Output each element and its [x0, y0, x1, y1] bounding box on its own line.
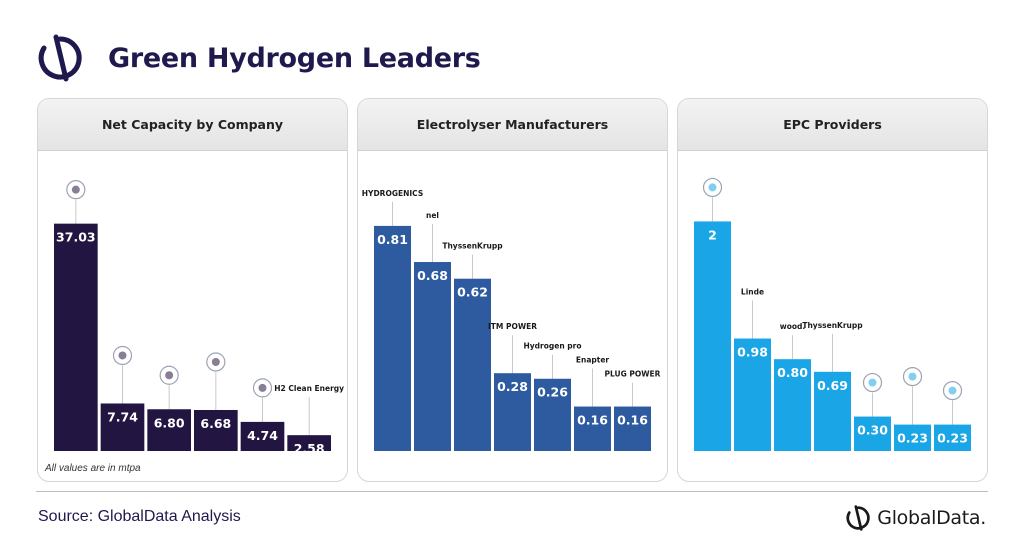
bar-nel	[414, 262, 451, 451]
value-label: 0.81	[377, 232, 408, 247]
bar-ministry-of-electricity-and-renewable-energy	[147, 409, 191, 451]
value-label: 0.30	[857, 423, 888, 438]
panel-net-capacity: Net Capacity by Company 37.03 7.74 6.80 6.6…	[37, 98, 348, 482]
brand-name: GlobalData.	[877, 507, 986, 529]
bar-enapter	[574, 406, 611, 451]
value-label: 2	[708, 227, 717, 242]
panel-electrolyser: Electrolyser Manufacturers HYDROGENICS 0.…	[357, 98, 668, 482]
category-label-hydrogen-pro: Hydrogen pro	[523, 342, 581, 351]
bar-sc-zone	[100, 403, 145, 451]
company-logo-alcazar-energy	[902, 367, 923, 387]
units-note: All values are in mtpa	[45, 463, 141, 474]
value-label: 37.03	[56, 230, 96, 245]
category-label-thyssenkrupp: ThyssenKrupp	[442, 242, 503, 251]
value-label: 0.68	[417, 268, 448, 283]
value-label: 0.26	[537, 385, 568, 400]
category-label-h2-clean-energy: H2 Clean Energy	[274, 384, 344, 393]
company-logo-company-emblem	[252, 378, 273, 398]
globaldata-brand-icon	[846, 505, 870, 531]
bar-company-logo	[194, 409, 238, 451]
bar-alcazar-energy	[894, 424, 931, 451]
category-label-hydrogenics: HYDROGENICS	[362, 189, 423, 198]
bar-ghi	[54, 223, 98, 451]
bar-globeleq	[694, 221, 731, 451]
bar-plug-power	[614, 406, 651, 451]
bar-company-emblem	[240, 421, 285, 451]
value-label: 7.74	[107, 409, 138, 424]
company-logo-ghi	[66, 180, 86, 200]
company-logo-globeleq	[702, 177, 723, 198]
category-label-enapter: Enapter	[576, 356, 610, 365]
bar-linde	[734, 338, 771, 451]
panel-epc: EPC Providers 2 Linde 0.98 wood. 0.80 Thyssen…	[677, 98, 988, 482]
bar-hydrogenics	[374, 225, 411, 451]
source-text: Source: GlobalData Analysis	[38, 508, 241, 525]
panel-title: Electrolyser Manufacturers	[358, 99, 667, 151]
bar-itm-power	[494, 373, 531, 451]
bar-wood	[774, 359, 811, 451]
bar-thyssenkrupp	[454, 278, 491, 451]
company-logo-h2-industries	[862, 372, 883, 393]
bar-samsung-engineering	[934, 424, 971, 451]
bar-thyssenkrupp	[814, 371, 851, 451]
chart-electrolyser: HYDROGENICS 0.81 nel 0.68 ThyssenKrupp 0.62 IT…	[362, 189, 661, 451]
company-logo-ministry-of-electricity-and-renewable-energy	[159, 365, 179, 385]
value-label: 0.69	[817, 378, 848, 393]
footer-divider	[36, 491, 988, 492]
category-label-plug-power: PLUG POWER	[605, 370, 661, 379]
value-label: 6.80	[154, 415, 185, 430]
value-label: 0.16	[577, 413, 608, 428]
panel-title: Net Capacity by Company	[38, 99, 347, 151]
value-label: 0.98	[737, 345, 768, 360]
page-title: Green Hydrogen Leaders	[108, 42, 481, 74]
value-label: 0.80	[777, 365, 808, 380]
chart-epc: 2 Linde 0.98 wood. 0.80 ThyssenKrupp 0.69 0.30 0…	[694, 177, 971, 451]
globaldata-logo-icon	[38, 34, 82, 82]
value-label: 4.74	[247, 428, 278, 443]
company-logo-samsung-engineering	[942, 381, 963, 401]
value-label: 6.68	[200, 416, 231, 431]
panel-title: EPC Providers	[678, 99, 987, 151]
chart-net-capacity: 37.03 7.74 6.80 6.68 4.74 H2 Clean Energy 2.58	[54, 180, 344, 456]
category-label-itm-power: ITM POWER	[488, 322, 537, 331]
value-label: 0.16	[617, 413, 648, 428]
value-label: 0.23	[897, 431, 928, 446]
header: Green Hydrogen Leaders	[36, 28, 481, 88]
brand: GlobalData.	[845, 505, 986, 531]
company-logo-sc-zone	[112, 345, 133, 366]
value-label: 0.62	[457, 285, 488, 300]
category-label-wood: wood.	[780, 322, 806, 331]
value-label: 2.58	[294, 441, 325, 456]
bar-h2-industries	[854, 416, 891, 451]
bar-h2-clean-energy	[287, 435, 331, 451]
value-label: 0.28	[497, 379, 528, 394]
category-label-linde: Linde	[741, 288, 764, 297]
company-logo-company-logo	[206, 352, 226, 372]
category-label-thyssenkrupp: ThyssenKrupp	[802, 321, 863, 330]
bar-hydrogen-pro	[534, 378, 571, 451]
value-label: 0.23	[937, 431, 968, 446]
category-label-nel: nel	[426, 211, 439, 220]
